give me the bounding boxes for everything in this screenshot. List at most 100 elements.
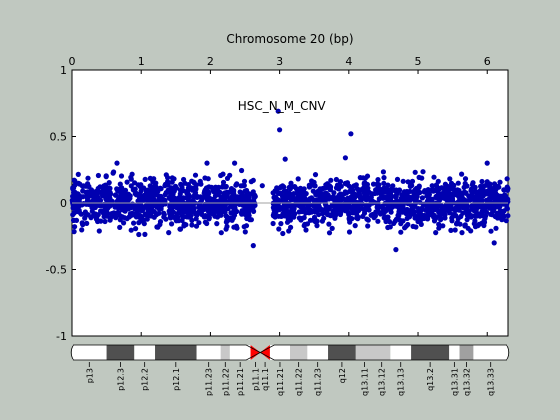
data-point bbox=[344, 180, 351, 186]
data-point bbox=[238, 194, 244, 200]
centromere-q bbox=[260, 345, 270, 360]
data-point bbox=[287, 214, 293, 220]
data-point bbox=[393, 194, 399, 200]
data-point bbox=[177, 226, 183, 232]
data-point bbox=[76, 207, 82, 213]
data-point bbox=[385, 224, 391, 231]
y-tick-label: 0.5 bbox=[50, 131, 68, 144]
data-point bbox=[380, 169, 386, 175]
band-label: q13.13 bbox=[397, 368, 406, 396]
data-point bbox=[412, 213, 418, 219]
band-label: p11.22 bbox=[221, 368, 230, 396]
data-point bbox=[174, 196, 180, 202]
data-point bbox=[227, 189, 233, 195]
data-point bbox=[95, 212, 101, 218]
data-point bbox=[381, 180, 387, 186]
data-point bbox=[128, 202, 134, 208]
data-point bbox=[252, 193, 258, 200]
data-point bbox=[71, 210, 77, 216]
data-point bbox=[217, 207, 224, 213]
data-point bbox=[282, 156, 288, 162]
data-point bbox=[436, 225, 442, 231]
data-point bbox=[370, 181, 377, 187]
data-point bbox=[283, 196, 289, 202]
data-point bbox=[143, 188, 149, 194]
data-point bbox=[425, 213, 432, 219]
data-point bbox=[212, 209, 218, 215]
band-label: p12.2 bbox=[141, 368, 150, 391]
data-point bbox=[204, 220, 210, 227]
data-point bbox=[98, 208, 104, 214]
data-point bbox=[139, 204, 145, 210]
data-point bbox=[456, 187, 462, 194]
data-point bbox=[337, 201, 343, 207]
data-point bbox=[223, 192, 229, 198]
data-point bbox=[306, 184, 312, 190]
data-points bbox=[69, 108, 511, 253]
y-tick-label: -0.5 bbox=[46, 264, 67, 277]
data-point bbox=[240, 183, 246, 189]
data-point bbox=[117, 181, 123, 187]
centromere-p bbox=[250, 345, 261, 360]
data-point bbox=[248, 217, 254, 223]
data-point bbox=[288, 180, 294, 186]
data-point bbox=[223, 219, 229, 225]
data-point bbox=[313, 192, 319, 198]
data-point bbox=[155, 224, 161, 230]
data-point bbox=[449, 215, 455, 221]
data-point bbox=[290, 204, 296, 211]
data-point bbox=[192, 172, 199, 178]
data-point bbox=[156, 206, 162, 212]
data-point bbox=[447, 176, 453, 182]
data-point bbox=[96, 197, 103, 203]
band-label: q11.22 bbox=[295, 368, 304, 396]
data-point bbox=[241, 178, 248, 184]
data-point bbox=[153, 211, 159, 217]
data-point bbox=[77, 181, 83, 187]
data-point bbox=[364, 173, 371, 179]
data-point bbox=[100, 186, 107, 192]
data-point bbox=[354, 207, 360, 213]
data-point bbox=[466, 193, 472, 199]
data-point bbox=[130, 187, 136, 193]
band bbox=[269, 345, 290, 360]
data-point bbox=[177, 191, 183, 197]
data-point bbox=[144, 197, 150, 203]
data-point bbox=[131, 220, 137, 226]
data-point bbox=[431, 174, 437, 180]
data-point bbox=[462, 176, 469, 182]
data-point bbox=[322, 196, 328, 202]
data-point bbox=[250, 177, 256, 183]
data-point bbox=[488, 211, 494, 217]
data-point bbox=[464, 183, 470, 189]
data-point bbox=[348, 131, 354, 137]
data-point bbox=[336, 192, 342, 198]
data-point bbox=[244, 215, 250, 222]
data-point bbox=[71, 217, 77, 223]
data-point bbox=[124, 216, 130, 222]
data-point bbox=[222, 206, 228, 212]
data-point bbox=[393, 247, 399, 253]
data-point bbox=[103, 210, 109, 216]
data-point bbox=[442, 212, 448, 218]
data-point bbox=[149, 187, 155, 194]
data-point bbox=[70, 205, 76, 211]
data-point bbox=[438, 204, 444, 210]
data-point bbox=[452, 227, 458, 233]
data-point bbox=[400, 178, 406, 184]
data-point bbox=[348, 198, 354, 204]
data-point bbox=[476, 202, 482, 209]
data-point bbox=[132, 180, 138, 186]
data-point bbox=[196, 209, 202, 215]
data-point bbox=[376, 182, 382, 188]
band bbox=[459, 345, 474, 360]
data-point bbox=[202, 204, 208, 210]
data-point bbox=[331, 190, 337, 196]
data-point bbox=[435, 178, 441, 184]
data-point bbox=[309, 178, 315, 184]
data-point bbox=[272, 214, 278, 220]
data-point bbox=[484, 160, 490, 166]
data-point bbox=[224, 223, 230, 230]
data-point bbox=[402, 195, 409, 201]
